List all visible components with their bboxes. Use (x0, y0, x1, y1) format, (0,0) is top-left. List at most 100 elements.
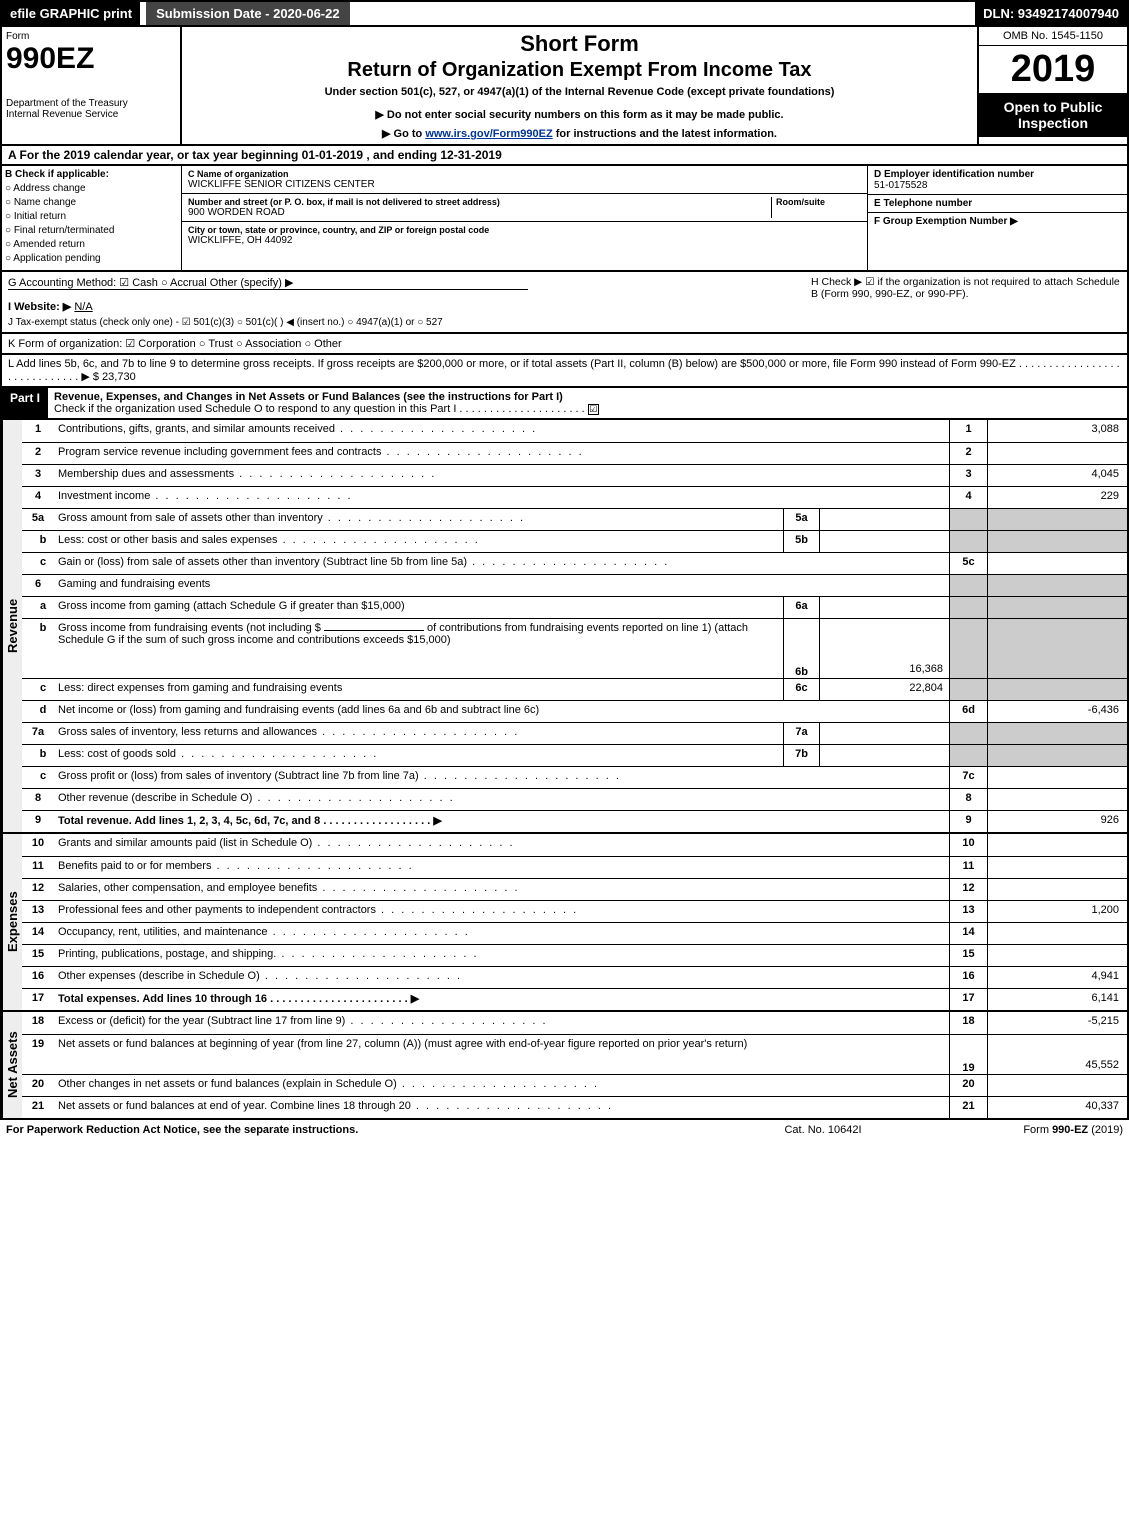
l3-n: 3 (22, 465, 54, 486)
l16-nc: 16 (949, 967, 987, 988)
l8-d: Other revenue (describe in Schedule O) (54, 789, 949, 810)
line-19: 19 Net assets or fund balances at beginn… (22, 1034, 1127, 1074)
cb-address-change[interactable]: Address change (5, 183, 178, 194)
line-2: 2 Program service revenue including gove… (22, 442, 1127, 464)
l10-d: Grants and similar amounts paid (list in… (54, 834, 949, 856)
website-value: N/A (74, 301, 92, 313)
l2-n: 2 (22, 443, 54, 464)
cb-amended-return[interactable]: Amended return (5, 239, 178, 250)
irs-link[interactable]: www.irs.gov/Form990EZ (425, 128, 552, 140)
goto-post: for instructions and the latest informat… (553, 128, 777, 140)
e-phone-cell: E Telephone number (868, 195, 1127, 213)
h-check: H Check ▶ ☑ if the organization is not r… (811, 276, 1121, 328)
l14-d: Occupancy, rent, utilities, and maintena… (54, 923, 949, 944)
cb-final-return[interactable]: Final return/terminated (5, 225, 178, 236)
l9-d: Total revenue. Add lines 1, 2, 3, 4, 5c,… (54, 811, 949, 832)
l6a-sh2 (987, 597, 1127, 618)
line-8: 8 Other revenue (describe in Schedule O)… (22, 788, 1127, 810)
l-amount: $ 23,730 (93, 371, 136, 383)
l6d-amt: -6,436 (987, 701, 1127, 722)
l15-d: Printing, publications, postage, and shi… (54, 945, 949, 966)
cb-application-pending[interactable]: Application pending (5, 253, 178, 264)
f-lbl: F Group Exemption Number ▶ (874, 216, 1121, 227)
l18-n: 18 (22, 1012, 54, 1034)
l13-n: 13 (22, 901, 54, 922)
block-def: D Employer identification number 51-0175… (867, 166, 1127, 270)
l19-nc: 19 (949, 1035, 987, 1074)
l3-amt: 4,045 (987, 465, 1127, 486)
l17-d-b: Total expenses. Add lines 10 through 16 … (58, 993, 419, 1005)
l6b-d1: Gross income from fundraising events (no… (58, 622, 321, 634)
room-lbl: Room/suite (776, 197, 861, 207)
l8-nc: 8 (949, 789, 987, 810)
revenue-side-label: Revenue (2, 420, 22, 832)
line-10: 10 Grants and similar amounts paid (list… (22, 834, 1127, 856)
l15-amt (987, 945, 1127, 966)
l2-d: Program service revenue including govern… (54, 443, 949, 464)
c-addr-cell: Number and street (or P. O. box, if mail… (182, 194, 867, 222)
l9-nc: 9 (949, 811, 987, 832)
l7a-bv (819, 723, 949, 744)
l9-amt: 926 (987, 811, 1127, 832)
cb-initial-return[interactable]: Initial return (5, 211, 178, 222)
line-6a: a Gross income from gaming (attach Sched… (22, 596, 1127, 618)
l11-d: Benefits paid to or for members (54, 857, 949, 878)
l18-nc: 18 (949, 1012, 987, 1034)
l12-nc: 12 (949, 879, 987, 900)
c-name-cell: C Name of organization WICKLIFFE SENIOR … (182, 166, 867, 194)
line-16: 16 Other expenses (describe in Schedule … (22, 966, 1127, 988)
line-14: 14 Occupancy, rent, utilities, and maint… (22, 922, 1127, 944)
l6b-n: b (22, 619, 54, 678)
l6d-nc: 6d (949, 701, 987, 722)
row-gh: G Accounting Method: ☑ Cash ○ Accrual Ot… (0, 272, 1129, 334)
part1-checkbox[interactable]: ☑ (588, 404, 599, 415)
l14-amt (987, 923, 1127, 944)
l7a-sh (949, 723, 987, 744)
l6c-sh2 (987, 679, 1127, 700)
netassets-body: 18 Excess or (deficit) for the year (Sub… (22, 1012, 1127, 1118)
line-17: 17 Total expenses. Add lines 10 through … (22, 988, 1127, 1010)
l1-nc: 1 (949, 420, 987, 442)
entity-block: B Check if applicable: Address change Na… (0, 166, 1129, 272)
inspection-label: Open to Public Inspection (979, 93, 1127, 137)
l12-d: Salaries, other compensation, and employ… (54, 879, 949, 900)
l9-d-b: Total revenue. Add lines 1, 2, 3, 4, 5c,… (58, 815, 442, 827)
l19-d: Net assets or fund balances at beginning… (54, 1035, 949, 1074)
l6c-bv: 22,804 (819, 679, 949, 700)
l6a-n: a (22, 597, 54, 618)
footer-right: Form 990-EZ (2019) (923, 1124, 1123, 1136)
l21-nc: 21 (949, 1097, 987, 1118)
l21-amt: 40,337 (987, 1097, 1127, 1118)
l7a-d: Gross sales of inventory, less returns a… (54, 723, 783, 744)
l4-amt: 229 (987, 487, 1127, 508)
l5c-d: Gain or (loss) from sale of assets other… (54, 553, 949, 574)
l5a-bv (819, 509, 949, 530)
subtitle-section: Under section 501(c), 527, or 4947(a)(1)… (186, 86, 973, 98)
l6a-bl: 6a (783, 597, 819, 618)
line-6b: b Gross income from fundraising events (… (22, 618, 1127, 678)
l2-nc: 2 (949, 443, 987, 464)
l6-d: Gaming and fundraising events (54, 575, 949, 596)
goto-pre: ▶ Go to (382, 128, 425, 140)
l1-amt: 3,088 (987, 420, 1127, 442)
row-a-tax-year: A For the 2019 calendar year, or tax yea… (0, 146, 1129, 166)
l6b-bl: 6b (783, 619, 819, 678)
top-bar: efile GRAPHIC print Submission Date - 20… (0, 0, 1129, 27)
l17-nc: 17 (949, 989, 987, 1010)
c-name-lbl: C Name of organization (188, 169, 861, 179)
line-7b: b Less: cost of goods sold 7b (22, 744, 1127, 766)
l5b-d: Less: cost or other basis and sales expe… (54, 531, 783, 552)
efile-label[interactable]: efile GRAPHIC print (2, 2, 140, 25)
line-11: 11 Benefits paid to or for members 11 (22, 856, 1127, 878)
note-goto: ▶ Go to www.irs.gov/Form990EZ for instru… (186, 127, 973, 140)
cb-name-change[interactable]: Name change (5, 197, 178, 208)
line-4: 4 Investment income 4 229 (22, 486, 1127, 508)
ein-value: 51-0175528 (874, 180, 1121, 191)
title-short-form: Short Form (186, 31, 973, 57)
d-lbl: D Employer identification number (874, 169, 1121, 180)
netassets-side-label: Net Assets (2, 1012, 22, 1118)
l8-amt (987, 789, 1127, 810)
l5b-bv (819, 531, 949, 552)
l15-n: 15 (22, 945, 54, 966)
l10-amt (987, 834, 1127, 856)
